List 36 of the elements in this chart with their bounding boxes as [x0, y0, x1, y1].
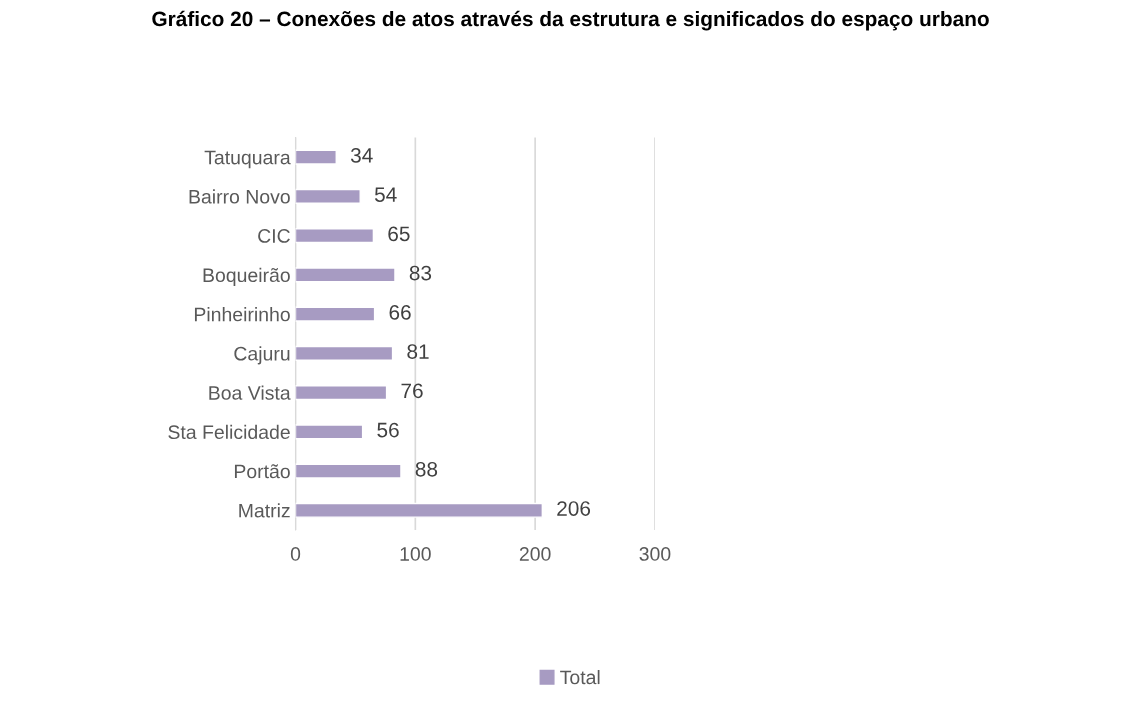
data-label: 83: [409, 265, 432, 281]
bar: [295, 424, 364, 440]
bar: [295, 502, 544, 518]
data-label: 34: [350, 147, 373, 163]
data-label: 76: [401, 383, 423, 399]
y-tick-label: Matriz: [239, 503, 290, 518]
data-label: 65: [388, 226, 410, 242]
y-tick-label: Pinheirinho: [194, 307, 290, 322]
y-tick-label: Boqueirão: [203, 267, 290, 286]
bar: [295, 188, 361, 204]
bar: [295, 306, 376, 322]
data-label: 88: [415, 461, 438, 477]
bar: [295, 149, 337, 165]
y-tick-label: Cajuru: [234, 346, 290, 365]
bar: [295, 267, 396, 283]
y-tick-label: Sta Felicidade: [168, 424, 290, 440]
y-tick-label: Portão: [234, 464, 290, 479]
y-tick-label: Bairro Novo: [189, 189, 290, 204]
y-tick-label: Boa Vista: [209, 385, 291, 400]
y-tick-label: CIC: [258, 229, 290, 243]
bar: [295, 463, 402, 479]
data-label: 56: [377, 422, 399, 438]
legend-label: Total: [560, 669, 600, 685]
data-label: 81: [407, 344, 429, 359]
y-tick-label: Tatuquara: [204, 150, 291, 169]
x-tick-label: 100: [400, 547, 431, 561]
bar: [295, 228, 375, 244]
data-label: 66: [389, 304, 411, 320]
x-tick-label: 0: [290, 547, 301, 561]
x-tick-label: 300: [639, 547, 671, 561]
data-label: 206: [557, 501, 591, 516]
bar: [295, 345, 394, 361]
chart-title: Gráfico 20 – Conexões de atos através da estrutura e significados do espaço urbano: [152, 10, 989, 31]
bar: [295, 385, 388, 401]
data-label: 54: [374, 187, 397, 202]
x-tick-label: 200: [519, 547, 551, 561]
